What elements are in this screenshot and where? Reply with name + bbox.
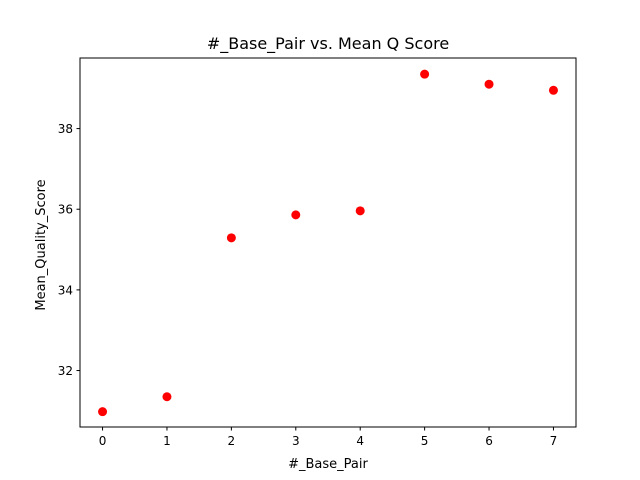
data-point [355, 206, 365, 216]
y-tick-label: 34 [58, 283, 73, 297]
data-point [162, 392, 172, 402]
data-point [420, 69, 430, 79]
y-tick-label: 32 [58, 364, 73, 378]
y-tick-label: 38 [58, 122, 73, 136]
data-points-layer [98, 69, 558, 417]
x-tick-label: 0 [99, 434, 107, 448]
y-axis-label: Mean_Quality_Score [34, 179, 49, 310]
plot-area-frame [79, 57, 577, 428]
x-tick-label: 7 [550, 434, 558, 448]
data-point [226, 233, 236, 243]
data-point [291, 210, 301, 220]
chart-title: #_Base_Pair vs. Mean Q Score [207, 34, 449, 54]
data-point [98, 407, 108, 417]
x-tick-label: 5 [421, 434, 429, 448]
x-tick-label: 6 [485, 434, 493, 448]
y-tick-label: 36 [58, 203, 73, 217]
x-tick-label: 1 [163, 434, 171, 448]
data-point [548, 85, 558, 95]
x-tick-label: 3 [292, 434, 300, 448]
x-tick-label: 4 [356, 434, 364, 448]
x-axis-label: #_Base_Pair [288, 457, 368, 472]
data-point [484, 79, 494, 89]
x-tick-label: 2 [228, 434, 236, 448]
